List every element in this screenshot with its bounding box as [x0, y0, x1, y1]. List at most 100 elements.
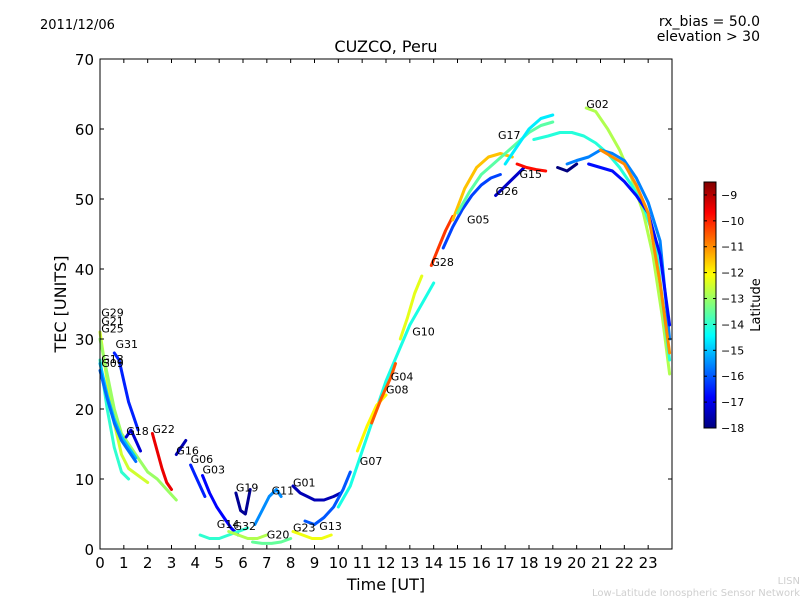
x-tick-label: 4	[191, 554, 201, 572]
x-tick-label: 12	[376, 554, 395, 572]
y-axis-label: TEC [UNITS]	[51, 256, 70, 354]
colorbar-tick-label: −16	[721, 370, 744, 383]
satellite-label-g06: G06	[191, 453, 214, 466]
x-tick-label: 19	[543, 554, 562, 572]
series-g17b	[456, 120, 555, 215]
x-tick-label: 14	[424, 554, 443, 572]
colorbar-tick-label: −9	[721, 189, 737, 202]
satellite-label-g13: G13	[101, 353, 124, 366]
colorbar-tick-label: −12	[721, 267, 744, 280]
series-g18	[124, 428, 142, 453]
satellite-label-g05: G05	[467, 214, 490, 227]
series-g19	[234, 488, 252, 516]
x-tick-label: 7	[262, 554, 272, 572]
satellite-label-g28: G28	[431, 256, 454, 269]
satellite-label-g32: G32	[234, 520, 257, 533]
satellite-label-g23: G23	[293, 522, 316, 535]
x-tick-label: 23	[639, 554, 658, 572]
colorbar-tick-label: −11	[721, 241, 744, 254]
colorbar-tick-label: −13	[721, 293, 744, 306]
series-g02e	[599, 148, 672, 355]
series-g22	[150, 432, 173, 491]
colorbar-tick-label: −10	[721, 215, 744, 228]
satellite-label-g11: G11	[272, 484, 295, 497]
satellite-label-g14: G14	[217, 518, 240, 531]
series-g02f	[556, 162, 579, 173]
satellite-label-g25: G25	[101, 323, 124, 336]
latitude-colorbar: −9 −10 −11 −12 −13 −14 −15 −16 −17 −18 Latitude	[703, 181, 764, 435]
series-g10	[398, 274, 424, 341]
satellite-label-g15: G15	[520, 168, 543, 181]
axes-layer: 0 1 2 3 4 5 6 7 8 9 10 11 12 13 14 15 16 17 18 19 20 21 22 2301…	[75, 51, 672, 572]
elevation-note: elevation > 30	[656, 29, 760, 45]
satellite-label-g20: G20	[267, 529, 290, 542]
series-g15	[515, 162, 548, 173]
series-layer	[98, 106, 672, 545]
satellite-label-g22: G22	[152, 423, 175, 436]
x-tick-label: 10	[329, 554, 348, 572]
colorbar-tick-label: −17	[721, 396, 744, 409]
y-tick-label: 50	[75, 191, 94, 209]
y-tick-label: 60	[75, 121, 94, 139]
colorbar-tick-label: −18	[721, 422, 744, 435]
series-g20	[251, 537, 293, 545]
satellite-label-g21: G21	[101, 315, 124, 328]
series-g02b	[532, 131, 672, 362]
series-g13b	[303, 470, 352, 526]
chart-title: CUZCO, Peru	[334, 37, 438, 56]
series-g25	[98, 337, 178, 502]
series-g14	[198, 526, 250, 540]
series-g01	[291, 484, 343, 502]
bias-note: rx_bias = 50.0	[658, 14, 760, 30]
x-tick-label: 2	[143, 554, 153, 572]
series-g31	[112, 351, 140, 432]
series-g05	[441, 173, 502, 250]
x-tick-label: 0	[95, 554, 105, 572]
y-tick-label: 10	[75, 471, 94, 489]
satellite-label-g18: G18	[126, 425, 149, 438]
colorbar-gradient	[703, 181, 717, 429]
x-tick-label: 6	[238, 554, 248, 572]
satellite-label-g10: G10	[412, 326, 435, 339]
x-tick-label: 22	[615, 554, 634, 572]
x-tick-label: 13	[400, 554, 419, 572]
x-tick-label: 18	[519, 554, 538, 572]
series-g23	[291, 530, 333, 540]
y-tick-label: 0	[84, 541, 94, 559]
series-g16	[174, 439, 188, 456]
x-tick-label: 5	[214, 554, 224, 572]
series-g11	[253, 488, 283, 526]
plot-frame	[99, 58, 673, 550]
satellite-label-g04: G04	[391, 370, 414, 383]
satellite-label-g03: G03	[203, 463, 226, 476]
x-tick-label: 16	[472, 554, 491, 572]
colorbar-tick-label: −15	[721, 344, 744, 357]
x-tick-label: 8	[286, 554, 296, 572]
satellite-label-g08: G08	[386, 384, 409, 397]
x-axis-label: Time [UT]	[346, 575, 425, 594]
satellite-label-g19: G19	[236, 482, 259, 495]
series-g02d	[587, 162, 672, 327]
colorbar-label: Latitude	[749, 278, 764, 332]
y-tick-label: 30	[75, 331, 94, 349]
x-tick-label: 3	[167, 554, 177, 572]
satellite-label-g02: G02	[586, 98, 609, 111]
x-tick-label: 11	[353, 554, 372, 572]
series-g09	[98, 369, 138, 463]
series-g32	[227, 530, 269, 540]
series-g06	[189, 463, 207, 498]
colorbar-tick-label: −14	[721, 318, 744, 331]
satellite-label-g29: G29	[101, 307, 124, 320]
satellite-label-g31: G31	[116, 338, 139, 351]
satellite-label-g01: G01	[293, 477, 316, 490]
satellite-label-g17: G17	[498, 129, 521, 142]
series-g17c	[503, 113, 555, 166]
satellite-label-g26: G26	[496, 185, 519, 198]
x-tick-label: 15	[448, 554, 467, 572]
satellite-label-g13: G13	[319, 520, 342, 533]
series-g26	[494, 166, 526, 197]
credit-short: LISN	[777, 576, 800, 587]
x-tick-label: 17	[496, 554, 515, 572]
y-tick-label: 40	[75, 261, 94, 279]
